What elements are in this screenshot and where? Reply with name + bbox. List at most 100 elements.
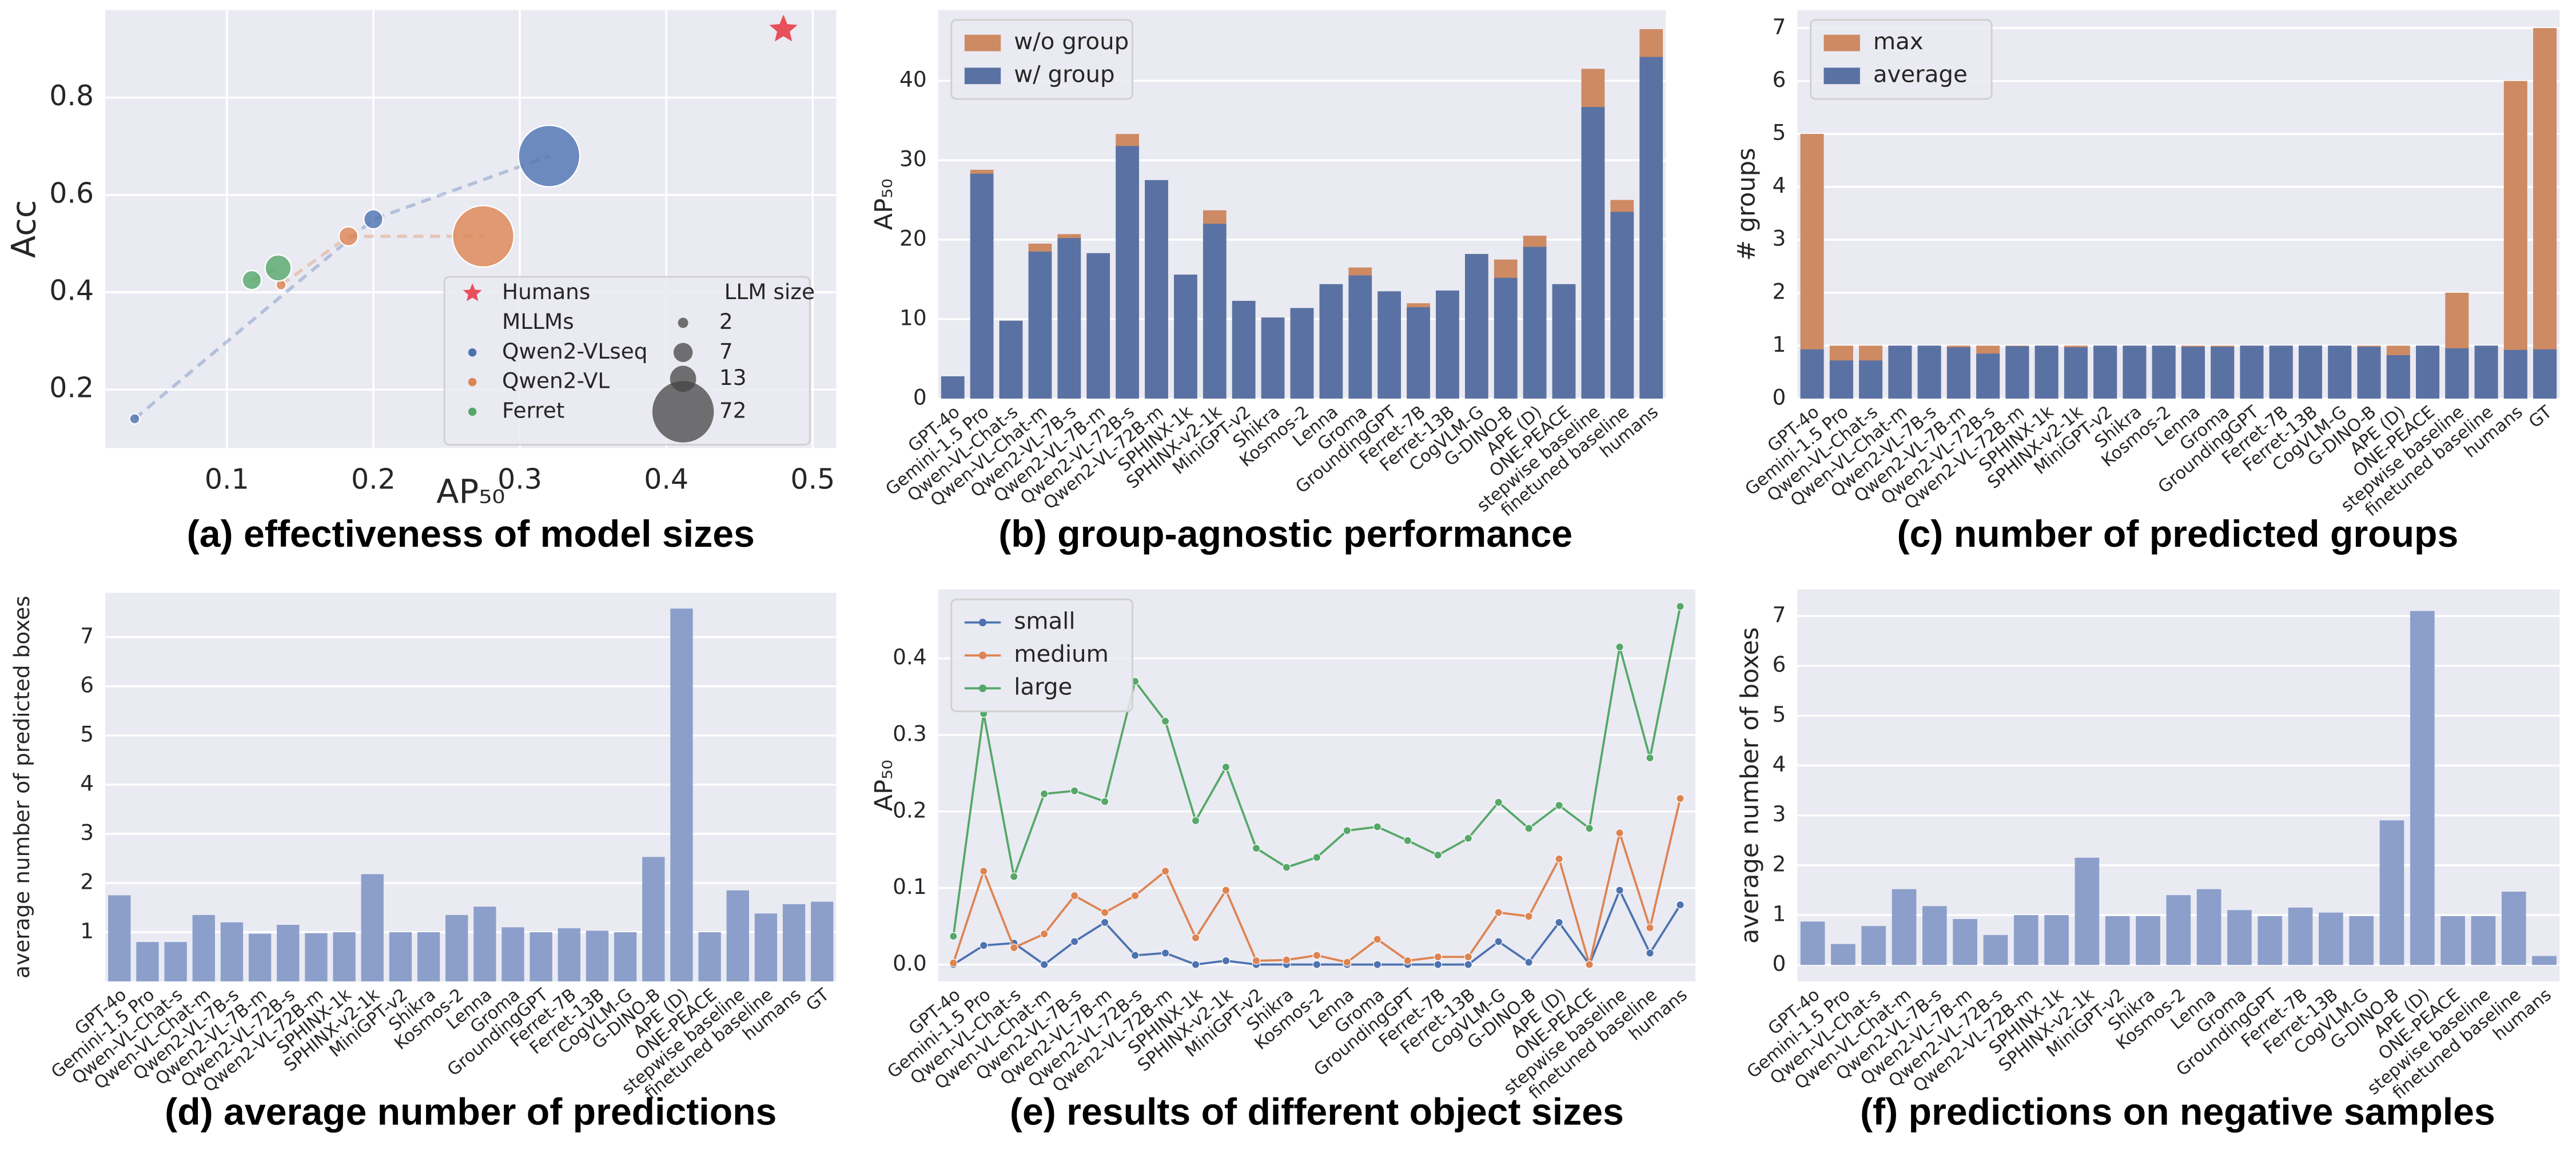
y-tick-label: 6 <box>80 672 94 697</box>
bar <box>1953 919 1977 965</box>
y-tick-label: 7 <box>1772 14 1786 39</box>
y-tick-label: 3 <box>1772 226 1786 251</box>
bar <box>1261 317 1285 399</box>
y-tick-label: 4 <box>1772 173 1786 198</box>
y-tick-label: 0.1 <box>893 874 927 899</box>
point <box>1221 956 1231 965</box>
bar <box>614 932 637 981</box>
point <box>1585 960 1594 969</box>
point <box>1646 924 1654 932</box>
bar <box>2357 347 2381 399</box>
y-tick-label: 30 <box>899 146 927 172</box>
point <box>1676 900 1685 909</box>
bar <box>1859 360 1883 399</box>
bar <box>2416 345 2440 399</box>
point <box>769 14 798 42</box>
y-tick-label: 40 <box>899 67 927 92</box>
legend-label: Humans <box>502 279 590 304</box>
point <box>1615 829 1624 837</box>
y-tick-label: 3 <box>1772 801 1786 826</box>
point <box>1191 933 1200 942</box>
x-tick-label: 0.3 <box>497 463 542 495</box>
point <box>264 254 292 282</box>
legend-size-marker <box>678 317 688 328</box>
legend-marker <box>468 348 477 357</box>
bar <box>1319 284 1343 399</box>
bar <box>1610 212 1634 399</box>
bar <box>248 933 272 981</box>
legend-label: large <box>1014 674 1072 701</box>
bar <box>1494 277 1518 399</box>
bar <box>1946 347 1970 399</box>
chart-title: (b) group-agnostic performance <box>998 513 1572 555</box>
point <box>1373 935 1382 944</box>
bar <box>1888 345 1912 399</box>
legend-label: max <box>1873 28 1924 55</box>
x-tick-label: GT <box>802 985 833 1015</box>
bar <box>417 932 440 981</box>
x-tick-label: 0.4 <box>644 463 688 495</box>
legend-label: Qwen2-VLseq <box>502 339 648 364</box>
point <box>1191 960 1200 969</box>
bar <box>389 932 412 981</box>
point <box>949 932 958 941</box>
y-tick-label: 1 <box>1772 332 1786 357</box>
bar <box>2410 611 2435 965</box>
bar <box>220 922 244 981</box>
bar <box>1800 349 1824 399</box>
point <box>1070 891 1079 900</box>
bar <box>2181 347 2205 399</box>
chart-title: (c) number of predicted groups <box>1897 513 2458 555</box>
y-tick-label: 2 <box>1772 851 1786 876</box>
chart-title: (d) average number of predictions <box>165 1091 777 1134</box>
point <box>1312 960 1321 969</box>
bar <box>277 925 300 981</box>
bar <box>2503 81 2527 399</box>
bar <box>108 895 131 981</box>
bar <box>1436 290 1459 399</box>
y-axis-label: AP₅₀ <box>870 760 898 811</box>
legend-marker <box>468 407 477 416</box>
bar <box>1983 935 2008 965</box>
legend-size-marker <box>652 381 714 443</box>
y-axis-label: # groups <box>1733 148 1761 261</box>
point <box>1434 952 1442 961</box>
y-tick-label: 0.0 <box>893 951 927 976</box>
point <box>1191 816 1200 825</box>
bar <box>754 913 778 981</box>
bar <box>445 915 468 981</box>
bar <box>999 320 1023 399</box>
bar <box>1203 224 1227 399</box>
bar <box>586 931 609 981</box>
y-tick-label: 2 <box>1772 279 1786 304</box>
point <box>241 269 262 291</box>
bar <box>1581 107 1605 399</box>
bar <box>473 906 496 981</box>
point <box>1646 949 1654 957</box>
point <box>1555 854 1563 864</box>
legend-marker <box>1823 34 1860 51</box>
point <box>1403 956 1412 965</box>
y-tick-label: 20 <box>899 226 927 251</box>
bar <box>1407 307 1430 399</box>
y-tick-label: 1 <box>80 918 94 943</box>
point <box>1403 836 1412 845</box>
legend-label: w/ group <box>1014 61 1114 88</box>
y-tick-label: 0.2 <box>49 372 94 404</box>
bar <box>2258 916 2283 965</box>
point <box>1252 956 1261 965</box>
bar <box>1464 254 1488 399</box>
bar <box>1232 301 1256 399</box>
bar <box>698 932 721 981</box>
bar <box>1976 353 2000 399</box>
legend-label: small <box>1014 607 1075 634</box>
legend-title: MLLMs <box>502 309 574 334</box>
x-tick-label: 0.2 <box>351 463 396 495</box>
y-tick-label: 2 <box>80 869 94 894</box>
bar <box>1892 889 1917 965</box>
bar <box>782 904 806 981</box>
legend-label: w/o group <box>1014 28 1129 55</box>
bar <box>642 857 665 981</box>
bar <box>2532 956 2557 965</box>
bar <box>2533 28 2557 399</box>
